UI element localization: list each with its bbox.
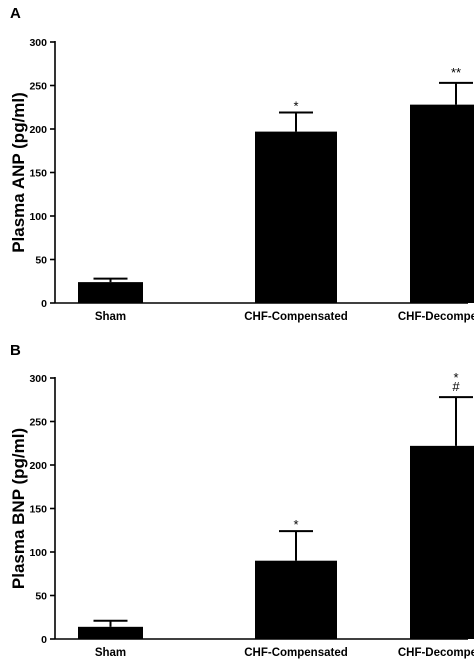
panel-b-y-tick-label: 150 [29,504,47,516]
panel-a-significance-mark: * [293,98,298,113]
panel-a-significance-mark: ** [451,65,461,80]
panel-a-y-tick-label: 100 [29,211,47,223]
panel-b-y-axis-label: Plasma BNP (pg/ml) [9,428,28,589]
panel-a-y-tick-label: 300 [29,37,47,49]
panel-b: B 0 50 100 150 200 250 300 Plasma BNP (pg/ml) Sh… [9,342,474,659]
panel-a-y-tick-label: 50 [35,255,47,267]
panel-b-category-label: Sham [95,647,126,659]
panel-b-letter: B [10,342,21,359]
panel-a-bar [255,131,337,303]
panel-b-y-tick-label: 50 [35,591,47,603]
panel-a-y-tick-label: 200 [29,124,47,136]
panel-a-category-label: Sham [95,311,126,323]
panel-a-y-tick-label: 150 [29,168,47,180]
panel-b-significance-mark: # [452,379,460,394]
panel-a-y-tick-label: 250 [29,81,47,93]
panel-a-y-axis-label: Plasma ANP (pg/ml) [9,92,28,253]
panel-b-category-label: CHF-Compensated [244,647,348,659]
panel-a-bar [78,282,143,303]
panel-b-y-tick-label: 100 [29,547,47,559]
panel-a-letter: A [10,5,21,22]
panel-a-y-tick-label: 0 [41,298,47,310]
panel-a-bar [410,104,474,303]
panel-b-y-tick-label: 250 [29,417,47,429]
panel-b-bar [78,626,143,639]
panel-a-category-label: CHF-Decompensated [398,311,474,323]
panel-b-y-tick-label: 300 [29,373,47,385]
panel-a-category-label: CHF-Compensated [244,311,348,323]
panel-b-significance-mark: * [293,517,298,532]
panel-b-bar [255,560,337,639]
panel-b-category-label: CHF-Decompensated [398,647,474,659]
panel-b-significance-mark: * [453,370,458,385]
panel-b-plot: 0 50 100 150 200 250 300 Plasma BNP (pg/ml) Sham… [9,370,474,659]
panel-a-plot: 0 50 100 150 200 250 300 Plasma ANP (pg/ml) Sham… [9,37,474,323]
panel-b-y-tick-label: 0 [41,634,47,646]
panel-b-y-tick-label: 200 [29,460,47,472]
panel-b-bar [410,445,474,639]
panel-a: A 0 50 100 150 200 250 300 Plasma ANP (pg/ml) Sh… [9,5,474,323]
